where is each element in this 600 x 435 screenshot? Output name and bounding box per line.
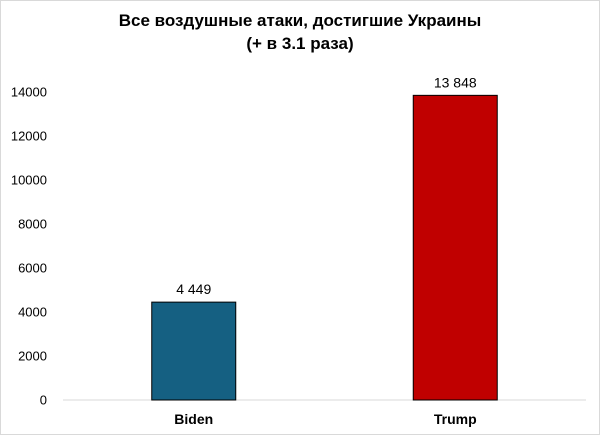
y-tick-label: 8000: [18, 217, 47, 232]
data-label: 13 848: [434, 74, 477, 90]
chart-subtitle: (+ в 3.1 раза): [246, 34, 354, 53]
y-tick-label: 14000: [11, 85, 47, 100]
chart-title-block: Все воздушные атаки, достигшие Украины (…: [1, 9, 599, 55]
bar-biden: [151, 301, 237, 401]
bar-trump: [412, 94, 498, 401]
y-tick-label: 2000: [18, 349, 47, 364]
y-tick-label: 4000: [18, 305, 47, 320]
y-tick-label: 12000: [11, 129, 47, 144]
x-tick-label: Trump: [434, 411, 477, 427]
x-tick-label: Biden: [174, 411, 213, 427]
chart-title: Все воздушные атаки, достигшие Украины: [118, 11, 482, 30]
y-tick-label: 0: [40, 393, 47, 408]
y-tick-label: 10000: [11, 173, 47, 188]
data-label: 4 449: [176, 281, 211, 297]
y-tick-label: 6000: [18, 261, 47, 276]
